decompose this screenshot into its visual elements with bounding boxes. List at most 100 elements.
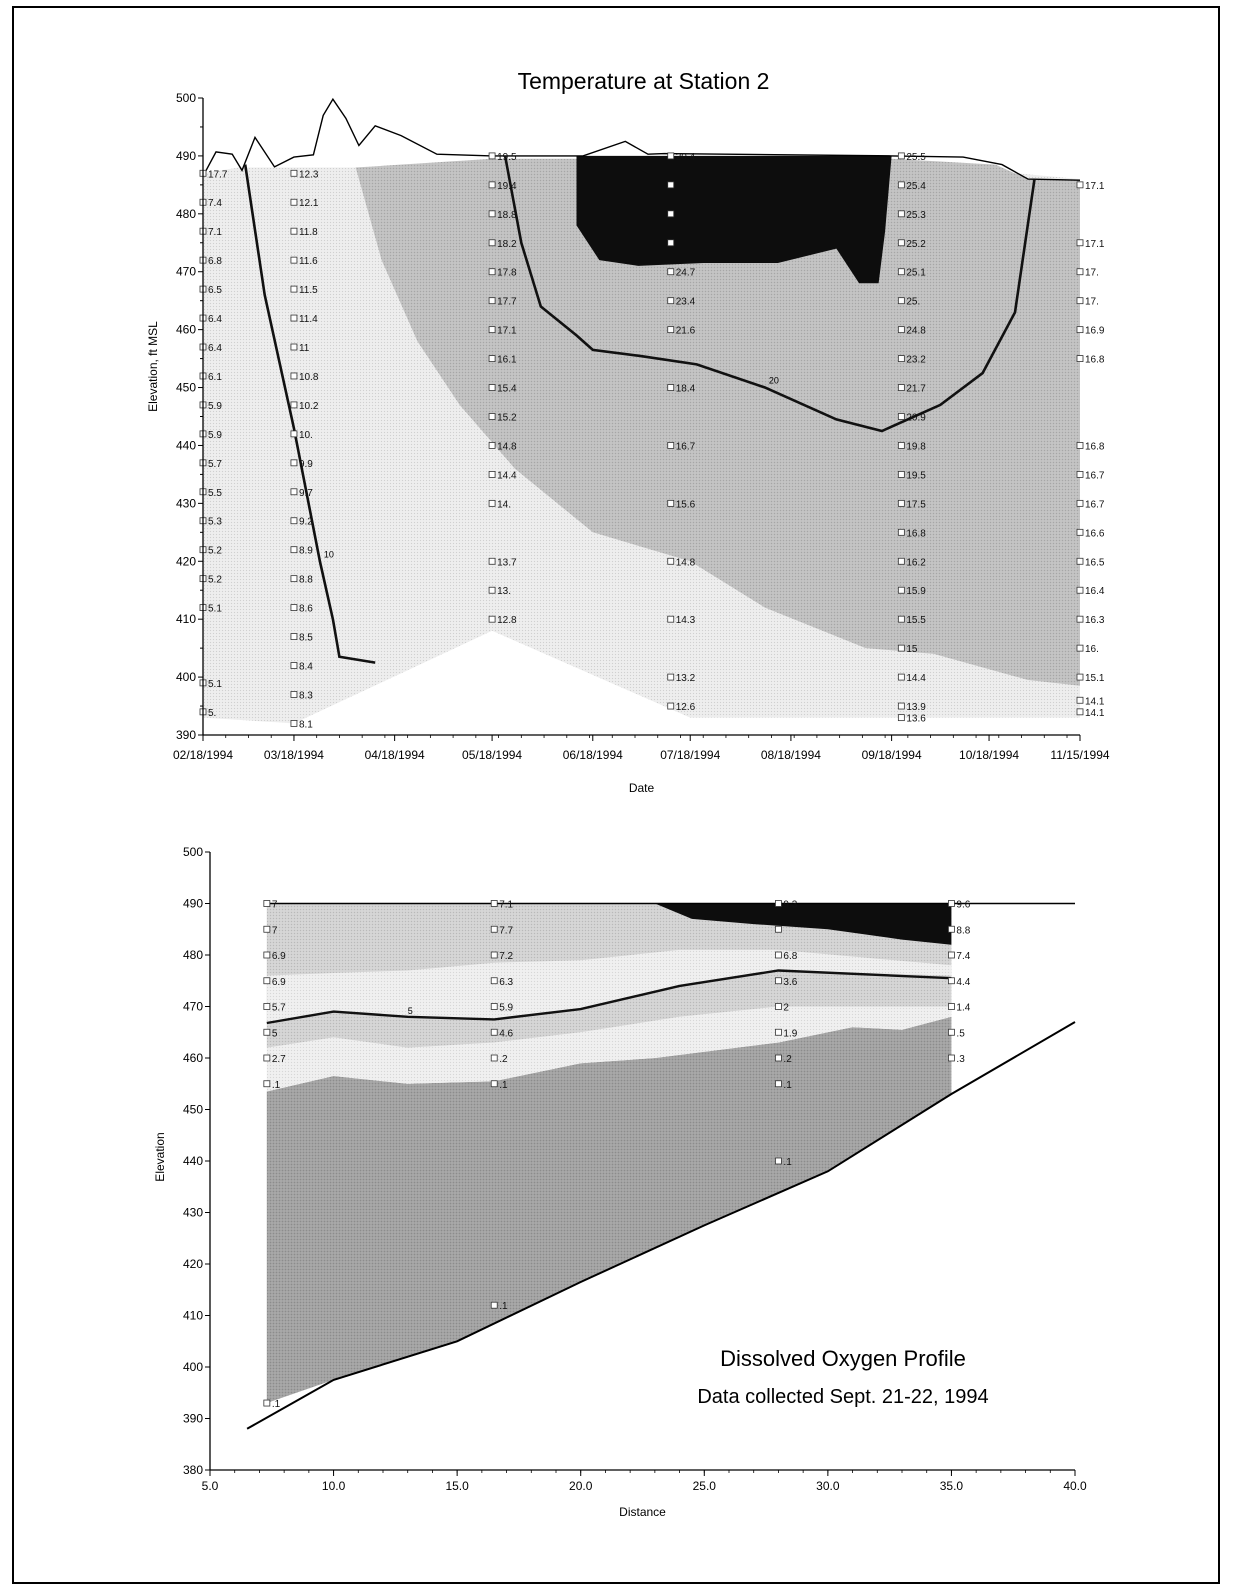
oxygen-sample-label: .1 (272, 1080, 281, 1091)
temperature-sample-marker (897, 471, 905, 478)
temperature-sample-marker (667, 268, 675, 276)
oxygen-reservoir-bottom-line (246, 1021, 1076, 1430)
temperature-sample-label: 5.7 (208, 459, 222, 470)
temperature-sample-label: 13.9 (906, 702, 926, 713)
oxygen-sample-marker (775, 1157, 782, 1165)
oxygen-y-tick-label: 380 (183, 1463, 203, 1477)
temperature-sample-label: 5.1 (208, 679, 222, 690)
oxygen-sample-marker (490, 925, 498, 933)
temperature-sample-marker (667, 702, 675, 710)
oxygen-sample-label: .1 (499, 1301, 508, 1312)
temperature-sample-label: 16.5 (1085, 557, 1105, 568)
oxygen-sample-marker (490, 900, 498, 907)
oxygen-band-below-1 (266, 1016, 952, 1403)
temperature-sample-label: 10.8 (299, 372, 319, 383)
oxygen-sample-marker (263, 925, 271, 933)
temperature-sample-label: 12.3 (299, 169, 319, 180)
oxygen-sample-label: .2 (499, 1054, 508, 1065)
temperature-sample-marker (897, 499, 905, 507)
oxygen-sample-label: .1 (783, 1080, 792, 1091)
temperature-y-tick-label: 400 (176, 670, 196, 684)
oxygen-sample-label: 3.6 (783, 977, 797, 988)
oxygen-x-tick-label: 25.0 (693, 1479, 717, 1493)
temperature-sample-marker (290, 488, 298, 496)
temperature-x-tick-label: 05/18/1994 (462, 748, 522, 762)
oxygen-y-tick-label: 410 (183, 1309, 203, 1323)
oxygen-sample-label: 7.7 (499, 925, 513, 936)
temperature-sample-label: 25.5 (906, 152, 926, 163)
temperature-sample-label: 21.7 (906, 384, 926, 395)
temperature-sample-label: 17. (1085, 297, 1099, 308)
temperature-sample-marker (290, 314, 298, 322)
oxygen-y-tick-label: 390 (183, 1412, 203, 1426)
temperature-sample-marker (897, 528, 905, 536)
temperature-sample-label: 5.9 (208, 430, 222, 441)
temperature-sample-label: 5.2 (208, 575, 222, 586)
temperature-sample-marker (290, 227, 298, 235)
temperature-sample-label: 6.1 (208, 372, 222, 383)
oxygen-sample-marker (490, 1301, 498, 1309)
oxygen-sample-label: 7.4 (956, 951, 970, 962)
temperature-sample-label: 19.5 (906, 470, 926, 481)
temperature-sample-marker (667, 673, 675, 681)
temperature-sample-label: 8.1 (299, 719, 313, 730)
temperature-sample-label: 15.5 (906, 615, 926, 626)
oxygen-sample-label: 7 (272, 900, 278, 911)
temperature-sample-marker (290, 604, 298, 611)
temperature-sample-marker (1076, 471, 1084, 478)
temperature-sample-label: 5.9 (208, 401, 222, 412)
oxygen-sample-marker (490, 1080, 498, 1088)
oxygen-sample-marker (775, 1080, 782, 1088)
temperature-sample-label: 24.7 (676, 268, 696, 279)
oxygen-sample-marker (775, 900, 782, 907)
oxygen-sample-label: .1 (783, 1157, 792, 1168)
temperature-sample-marker (897, 442, 905, 449)
oxygen-sample-marker (263, 1003, 271, 1010)
temperature-sample-marker (488, 557, 496, 565)
temperature-sample-label: 14.1 (1085, 696, 1105, 707)
temperature-sample-label: 17.7 (497, 297, 517, 308)
temperature-sample-label: 8.5 (299, 633, 313, 644)
temperature-sample-label: 21.6 (676, 326, 696, 337)
temperature-sample-label: 15.2 (497, 413, 517, 424)
temperature-x-tick-label: 11/15/1994 (1050, 748, 1109, 762)
oxygen-sample-marker (490, 951, 498, 959)
temperature-sample-marker (290, 517, 298, 525)
temperature-sample-label: 16.6 (1085, 528, 1105, 539)
oxygen-sample-label: 7.2 (499, 951, 513, 962)
temperature-sample-label: 13.7 (497, 557, 517, 568)
temperature-y-tick-label: 430 (176, 496, 196, 510)
temperature-sample-marker (488, 181, 496, 189)
oxygen-sample-marker (775, 951, 782, 959)
oxygen-sample-marker (948, 1028, 955, 1036)
temperature-sample-label: 25.4 (906, 181, 926, 192)
oxygen-y-axis-label: Elevation (153, 1132, 167, 1181)
temperature-chart: 10 20 17.7 7.4 7.1 6.8 6.5 6.4 6.4 6.1 5.9 5.9 5.7 5.… (146, 68, 1110, 795)
temperature-sample-marker (1076, 326, 1084, 334)
temperature-title: Temperature at Station 2 (518, 68, 770, 94)
temperature-station-2: 12.3 12.1 11.8 11.6 11.5 11.4 11 10.8 10.2 10. 9.9… (290, 169, 319, 730)
oxygen-sample-label: 1.4 (956, 1003, 970, 1014)
temperature-x-tick-label: 02/18/1994 (173, 748, 233, 762)
temperature-sample-label: 17.7 (208, 169, 228, 180)
temperature-sample-label: 23.4 (676, 297, 696, 308)
temperature-sample-marker (488, 384, 496, 391)
temperature-sample-marker (1076, 355, 1084, 362)
temperature-sample-marker (1076, 708, 1084, 716)
oxygen-y-tick-label: 400 (183, 1360, 203, 1374)
temperature-sample-marker (488, 297, 496, 305)
oxygen-sample-label: 2 (783, 1003, 789, 1014)
temperature-sample-marker (897, 268, 905, 276)
temperature-sample-label: 16. (1085, 644, 1099, 655)
temperature-sample-marker (290, 430, 298, 438)
temperature-sample-marker (1076, 615, 1084, 623)
oxygen-y-tick-label: 420 (183, 1257, 203, 1271)
temperature-sample-marker (290, 372, 298, 380)
temperature-sample-label: 15 (906, 644, 918, 655)
temperature-sample-label: 16.4 (1085, 586, 1105, 597)
oxygen-x-tick-label: 5.0 (202, 1479, 219, 1493)
temperature-sample-marker (488, 355, 496, 362)
oxygen-sample-marker (263, 951, 271, 959)
temperature-sample-label: 10.2 (299, 401, 319, 412)
temperature-sample-marker (897, 714, 905, 722)
